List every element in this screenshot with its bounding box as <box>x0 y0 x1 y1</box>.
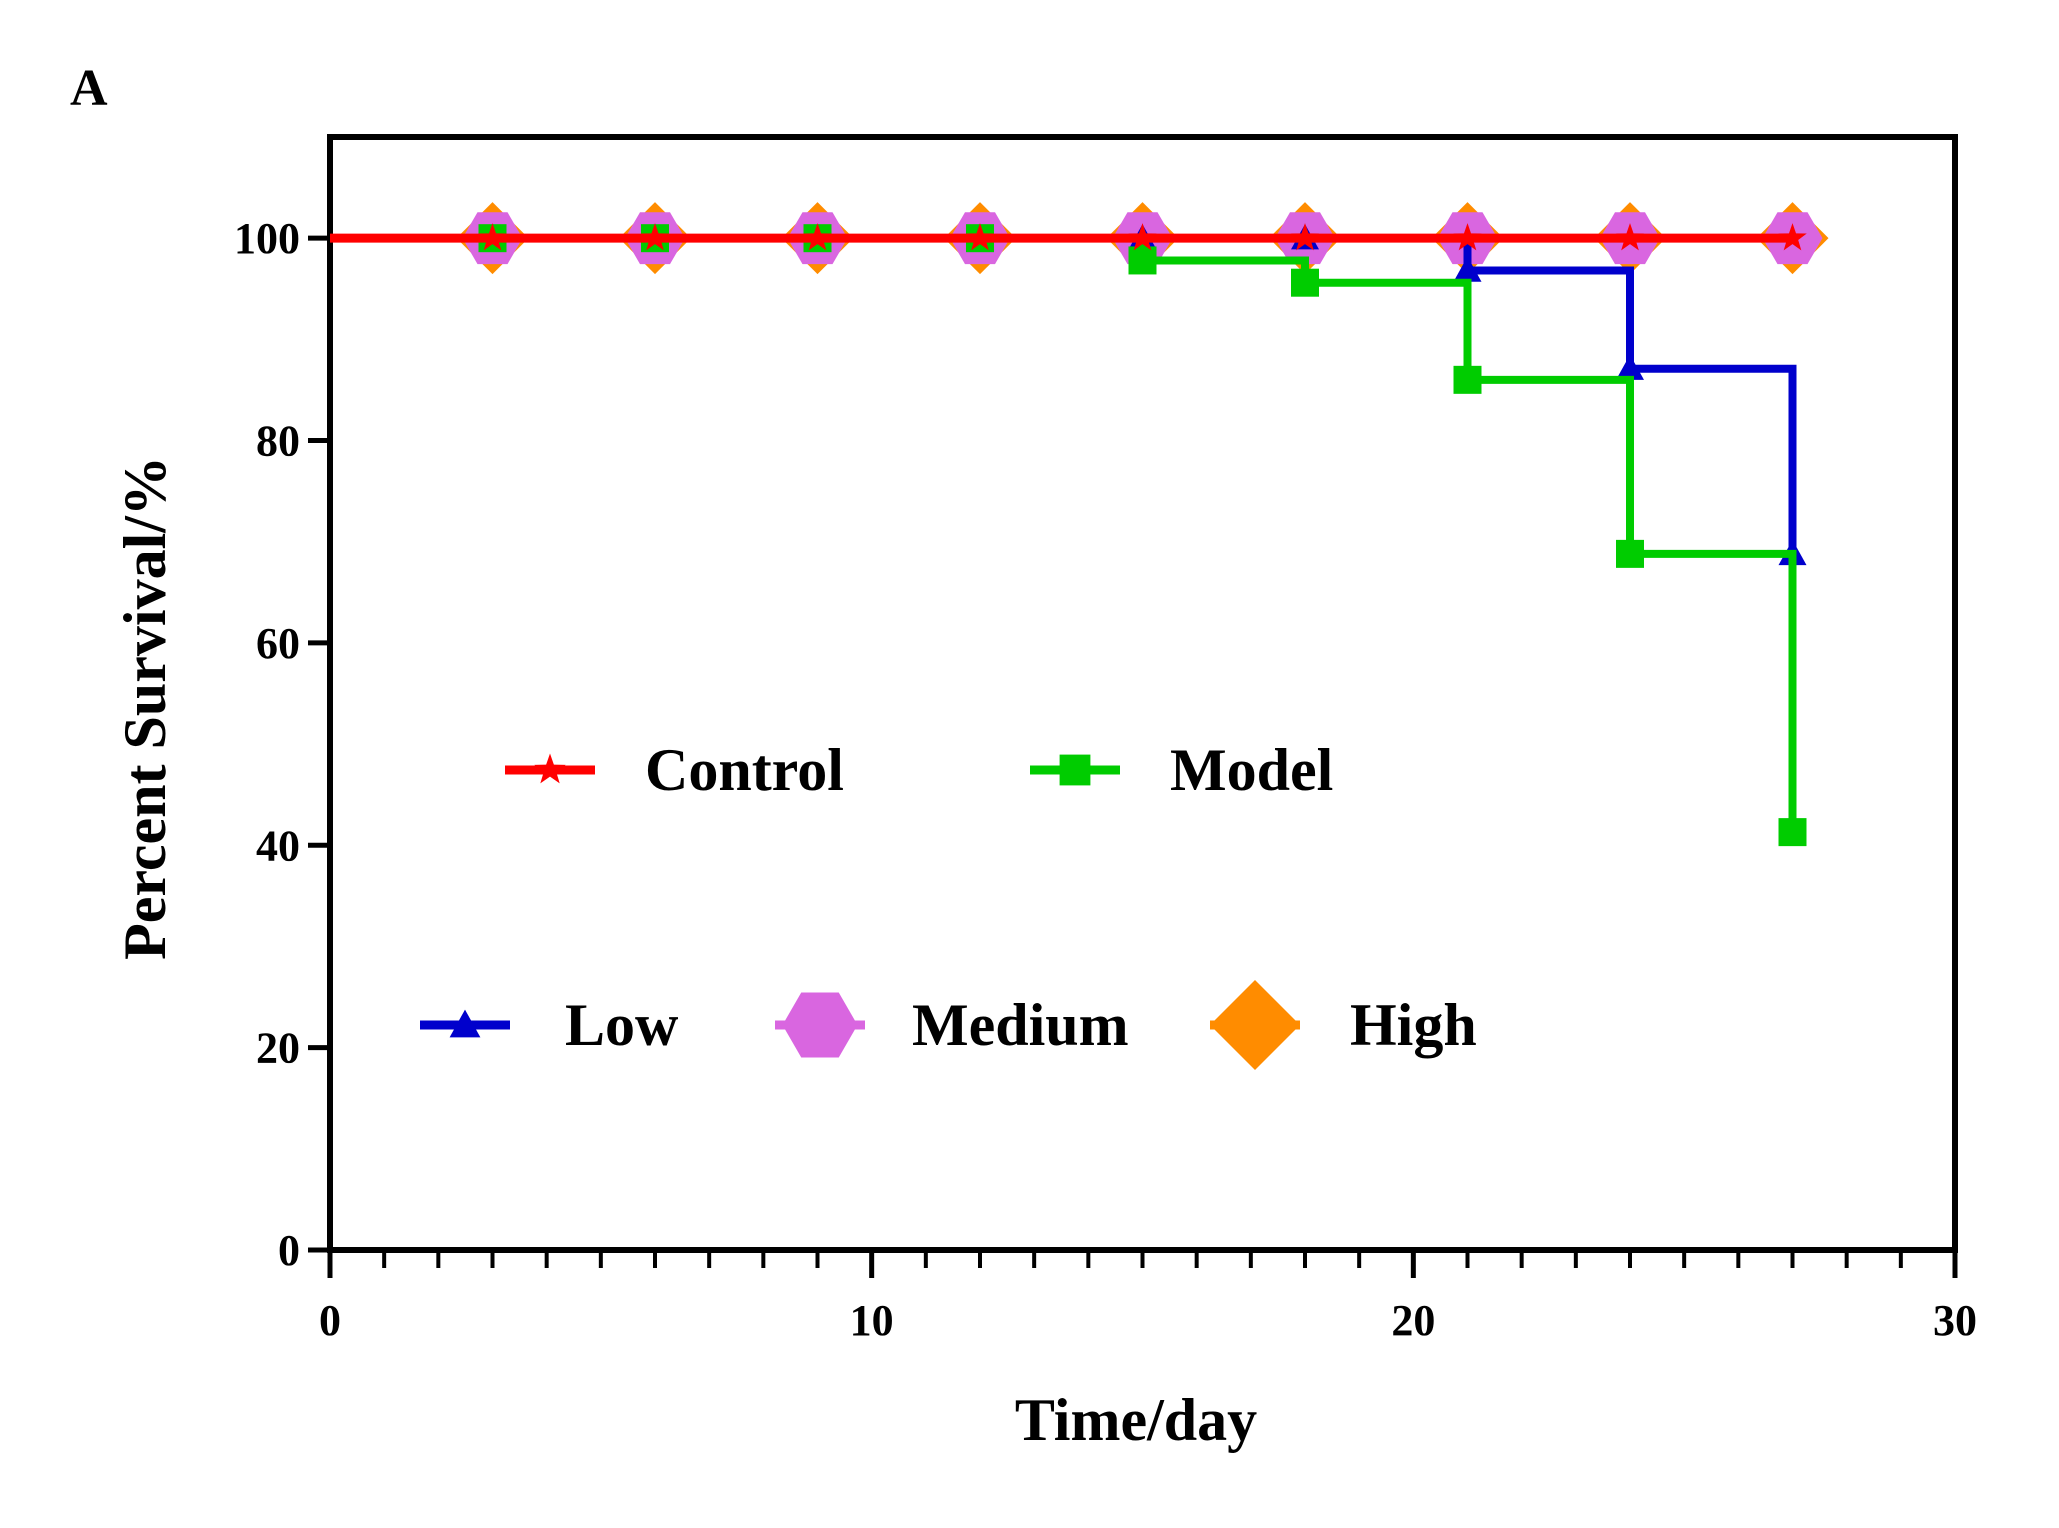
series-low <box>330 224 1807 566</box>
legend-label-high: High <box>1350 992 1477 1058</box>
series-model <box>330 224 1807 847</box>
axes: 0 20 40 60 80 100 0 10 20 30 <box>234 134 1977 1345</box>
data-point-control <box>640 223 670 251</box>
series-layer <box>330 202 1829 847</box>
y-tick-label: 20 <box>256 1024 300 1073</box>
series-line-model <box>330 234 1797 833</box>
legend-item-control: Control <box>505 737 844 803</box>
y-tick-label: 0 <box>278 1226 300 1275</box>
legend-item-model: Model <box>1030 737 1333 803</box>
x-axis-title: Time/day <box>1015 1387 1257 1453</box>
data-point-model <box>1291 268 1319 297</box>
y-tick-label: 100 <box>234 214 300 263</box>
legend-label-medium: Medium <box>912 992 1129 1058</box>
data-point-model <box>1616 539 1644 568</box>
data-point-control <box>803 223 832 251</box>
data-point-control <box>1453 223 1482 251</box>
y-tick-label: 40 <box>256 821 300 870</box>
panel-label: A <box>70 60 108 117</box>
series-control <box>330 223 1807 251</box>
legend-label-low: Low <box>565 992 679 1058</box>
data-point-model <box>1778 818 1807 847</box>
legend-marker-high <box>1210 980 1300 1070</box>
data-point-control <box>1615 223 1645 251</box>
legend-item-medium: Medium <box>775 992 1129 1058</box>
y-tick-label: 80 <box>256 417 300 466</box>
series-line-low <box>330 234 1797 554</box>
data-point-model <box>1453 365 1482 394</box>
data-point-low <box>1616 354 1644 380</box>
data-point-control <box>965 223 995 251</box>
legend-marker-medium <box>782 992 858 1058</box>
x-tick-label: 0 <box>319 1296 341 1345</box>
data-point-control <box>1128 223 1157 251</box>
x-tick-label: 30 <box>1933 1296 1977 1345</box>
data-point-control <box>1290 223 1320 251</box>
data-point-model <box>1128 246 1157 275</box>
y-axis-title: Percent Survival/% <box>112 456 178 960</box>
data-point-control <box>478 223 507 251</box>
legend-marker-control <box>534 753 566 784</box>
data-point-control <box>1778 223 1807 251</box>
legend-label-control: Control <box>645 737 844 803</box>
legend: Control Model Low Medium High <box>420 737 1477 1070</box>
x-tick-label: 10 <box>850 1296 894 1345</box>
plot-frame <box>327 134 1958 1253</box>
legend-marker-low <box>449 1009 481 1038</box>
x-tick-label: 20 <box>1391 1296 1435 1345</box>
y-tick-label: 60 <box>256 619 300 668</box>
data-point-low <box>1453 256 1482 282</box>
legend-label-model: Model <box>1170 737 1333 803</box>
legend-item-low: Low <box>420 992 679 1058</box>
legend-item-high: High <box>1210 980 1477 1070</box>
legend-marker-model <box>1059 754 1091 786</box>
